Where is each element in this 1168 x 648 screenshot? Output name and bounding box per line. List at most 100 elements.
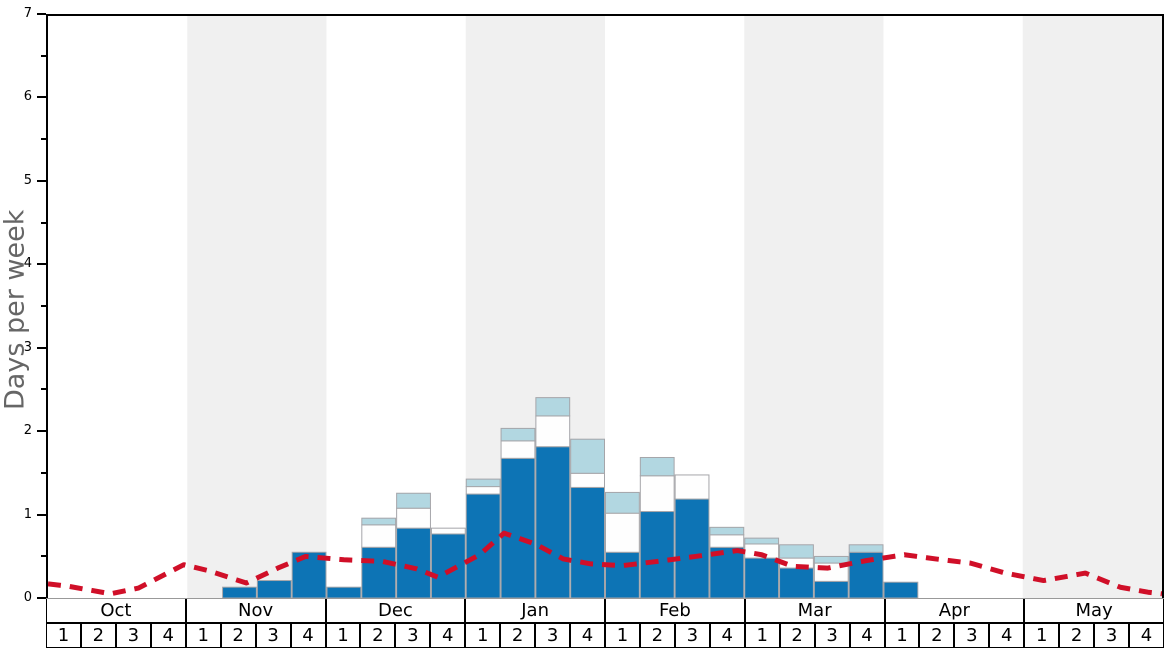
bar-segment-dark-blue-days [605, 551, 640, 598]
month-band-mar [744, 16, 884, 598]
week-cell: 1 [744, 623, 780, 648]
week-cell: 3 [535, 623, 571, 648]
month-band-nov [187, 16, 327, 598]
month-cell-may: May [1024, 599, 1164, 623]
week-cell: 1 [465, 623, 501, 648]
chart-canvas [48, 16, 1162, 598]
bar-segment-white-days [430, 527, 466, 535]
y-minor-tick [41, 555, 46, 558]
bar-segment-dark-blue-days [744, 557, 780, 598]
bar-segment-white-days [639, 475, 675, 513]
y-major-tick [37, 513, 46, 516]
month-cell-jan: Jan [465, 599, 605, 623]
bar-segment-white-days [535, 415, 571, 448]
bar-segment-dark-blue-days [500, 457, 536, 598]
y-minor-tick [41, 138, 46, 141]
y-tick-label: 4 [23, 256, 32, 272]
bar-segment-dark-blue-days [883, 581, 919, 598]
bar-segment-dark-blue-days [779, 567, 814, 598]
week-cell: 4 [150, 623, 186, 648]
bar-segment-light-blue-days [465, 478, 501, 488]
week-cell: 1 [605, 623, 640, 648]
bar-segment-dark-blue-days [813, 580, 849, 598]
week-cell: 4 [989, 623, 1025, 648]
month-cell-apr: Apr [884, 599, 1025, 623]
y-minor-tick [41, 471, 46, 474]
y-major-tick [37, 13, 46, 15]
y-tick-label: 2 [23, 423, 32, 439]
bar-segment-light-blue-days [605, 491, 640, 514]
week-cell: 3 [115, 623, 151, 648]
bar-segment-dark-blue-days [674, 498, 710, 598]
bar-segment-dark-blue-days [570, 486, 605, 598]
y-tick-label: 3 [23, 339, 32, 355]
week-cell: 3 [674, 623, 710, 648]
week-cell: 4 [849, 623, 885, 648]
y-minor-tick [41, 221, 46, 224]
bar-segment-light-blue-days [396, 492, 431, 509]
month-cell-mar: Mar [744, 599, 885, 623]
y-minor-tick [41, 388, 46, 391]
bar-segment-light-blue-days [779, 544, 814, 559]
week-cell: 3 [255, 623, 291, 648]
bar-segment-light-blue-days [570, 438, 605, 474]
bar-segment-dark-blue-days [256, 580, 292, 598]
bar-segment-light-blue-days [535, 397, 571, 417]
red-dashed-average-line [48, 530, 1162, 597]
bar-segment-white-days [674, 474, 710, 500]
y-tick-label: 6 [23, 89, 32, 105]
bar-segment-white-days [605, 512, 640, 553]
bar-segment-white-days [396, 507, 431, 529]
bar-segment-light-blue-days [709, 526, 745, 536]
week-cell: 2 [779, 623, 815, 648]
month-cell-dec: Dec [325, 599, 466, 623]
week-cell: 2 [500, 623, 536, 648]
bar-segment-dark-blue-days [326, 586, 362, 598]
y-major-tick [37, 597, 46, 599]
bar-segment-dark-blue-days [430, 533, 466, 598]
bar-segment-light-blue-days [361, 517, 397, 526]
plot-area [46, 14, 1164, 598]
bar-segment-dark-blue-days [361, 546, 397, 598]
week-cell: 2 [220, 623, 256, 648]
week-cell: 4 [570, 623, 605, 648]
bar-segment-light-blue-days [744, 537, 780, 545]
bar-segment-dark-blue-days [222, 586, 257, 598]
week-cell: 2 [919, 623, 955, 648]
y-tick-label: 0 [23, 590, 32, 605]
bar-segment-white-days [500, 440, 536, 459]
week-cell: 4 [290, 623, 326, 648]
y-major-tick [37, 96, 46, 99]
bar-segment-white-days [361, 524, 397, 548]
y-major-tick [37, 179, 46, 182]
y-tick-label: 7 [23, 6, 32, 21]
bar-segment-light-blue-days [813, 555, 849, 564]
y-minor-tick [41, 305, 46, 307]
bar-segment-dark-blue-days [465, 493, 501, 598]
y-major-tick [37, 346, 46, 349]
y-tick-label: 5 [23, 172, 32, 188]
bar-segment-light-blue-days [639, 456, 675, 477]
week-cell: 2 [1059, 623, 1095, 648]
week-cell: 2 [80, 623, 116, 648]
week-cell: 2 [360, 623, 396, 648]
y-tick-label: 1 [23, 506, 32, 522]
month-band-may [1022, 16, 1162, 598]
week-cell: 3 [1094, 623, 1130, 648]
week-cell: 1 [46, 623, 81, 648]
bar-segment-dark-blue-days [535, 446, 571, 598]
bar-segment-dark-blue-days [639, 511, 675, 598]
week-cell: 2 [639, 623, 675, 648]
bar-segment-white-days [570, 472, 605, 488]
month-cell-feb: Feb [605, 599, 745, 623]
week-cell: 1 [1024, 623, 1060, 648]
month-cell-nov: Nov [185, 599, 326, 623]
week-cell: 3 [814, 623, 850, 648]
month-axis-row: Oct Nov Dec Jan Feb Mar Apr May [46, 598, 1164, 623]
bar-segment-light-blue-days [848, 544, 884, 553]
bar-segment-white-days [709, 534, 745, 548]
week-cell: 4 [430, 623, 466, 648]
bar-segment-light-blue-days [500, 427, 536, 442]
